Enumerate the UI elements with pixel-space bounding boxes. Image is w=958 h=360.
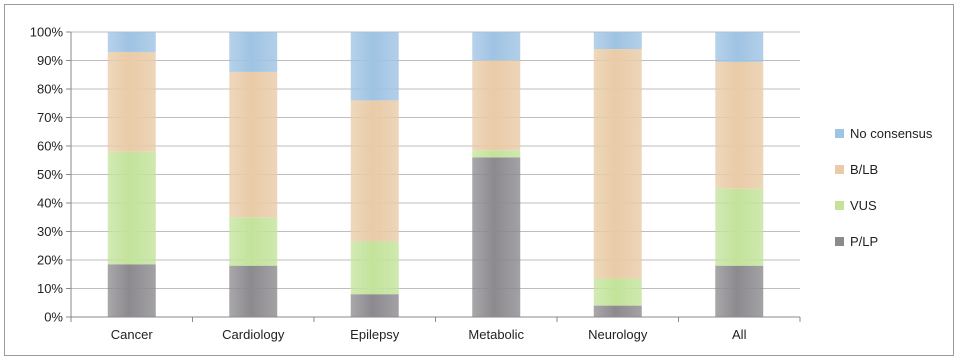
x-tick-label: Epilepsy [350, 327, 400, 342]
axes: 0% 10% 20% 30% 40% 50% 60% 70% 80% 90% 100% Cancer C… [30, 25, 801, 342]
legend-label: B/LB [850, 162, 878, 177]
bar-segment-b-lb [593, 49, 642, 279]
bar-segment-vus [350, 241, 399, 295]
bar-segment-p-lp [107, 264, 156, 317]
bar-segment-vus [107, 151, 156, 265]
bar-segment-no-consensus [107, 32, 156, 52]
y-tick-label: 50% [37, 167, 63, 182]
bar-segment-p-lp [593, 305, 642, 317]
y-tick-label: 0% [44, 310, 63, 325]
x-tick-label: Metabolic [468, 327, 524, 342]
x-tick-label: Neurology [588, 327, 648, 342]
bar-segment-vus [715, 188, 764, 266]
bar-segment-no-consensus [472, 32, 521, 61]
bar-segment-p-lp [229, 265, 278, 317]
bars [107, 32, 764, 317]
x-tick-label: Cancer [111, 327, 154, 342]
bar-segment-vus [593, 278, 642, 306]
bar-segment-no-consensus [593, 32, 642, 50]
legend: No consensus B/LB VUS P/LP [835, 126, 933, 249]
legend-swatch [835, 129, 844, 138]
gridlines [71, 31, 800, 318]
bar-segment-no-consensus [229, 32, 278, 72]
x-tick-label: All [732, 327, 747, 342]
y-tick-label: 60% [37, 139, 63, 154]
y-tick-label: 70% [37, 110, 63, 125]
bar-segment-b-lb [229, 71, 278, 218]
bar-segment-p-lp [350, 294, 399, 317]
legend-label: No consensus [850, 126, 933, 141]
legend-label: P/LP [850, 234, 878, 249]
bar-segment-no-consensus [715, 32, 764, 62]
bar-segment-p-lp [472, 157, 521, 317]
bar-segment-vus [472, 150, 521, 158]
legend-label: VUS [850, 198, 877, 213]
y-tick-label: 40% [37, 196, 63, 211]
y-tick-label: 90% [37, 53, 63, 68]
legend-swatch [835, 237, 844, 246]
y-tick-label: 80% [37, 82, 63, 97]
legend-swatch [835, 165, 844, 174]
y-tick-label: 100% [30, 25, 64, 40]
bar-segment-b-lb [350, 100, 399, 242]
bar-segment-b-lb [472, 60, 521, 151]
legend-swatch [835, 201, 844, 210]
bar-segment-no-consensus [350, 32, 399, 101]
y-tick-label: 30% [37, 224, 63, 239]
y-tick-label: 20% [37, 253, 63, 268]
stacked-bar-chart: 0% 10% 20% 30% 40% 50% 60% 70% 80% 90% 100% Cancer C… [30, 25, 933, 343]
x-tick-label: Cardiology [222, 327, 285, 342]
y-tick-label: 10% [37, 281, 63, 296]
bar-segment-p-lp [715, 265, 764, 317]
bar-segment-b-lb [715, 61, 764, 189]
bar-segment-vus [229, 217, 278, 266]
chart-frame: 0% 10% 20% 30% 40% 50% 60% 70% 80% 90% 100% Cancer C… [4, 4, 954, 356]
bar-segment-b-lb [107, 51, 156, 152]
